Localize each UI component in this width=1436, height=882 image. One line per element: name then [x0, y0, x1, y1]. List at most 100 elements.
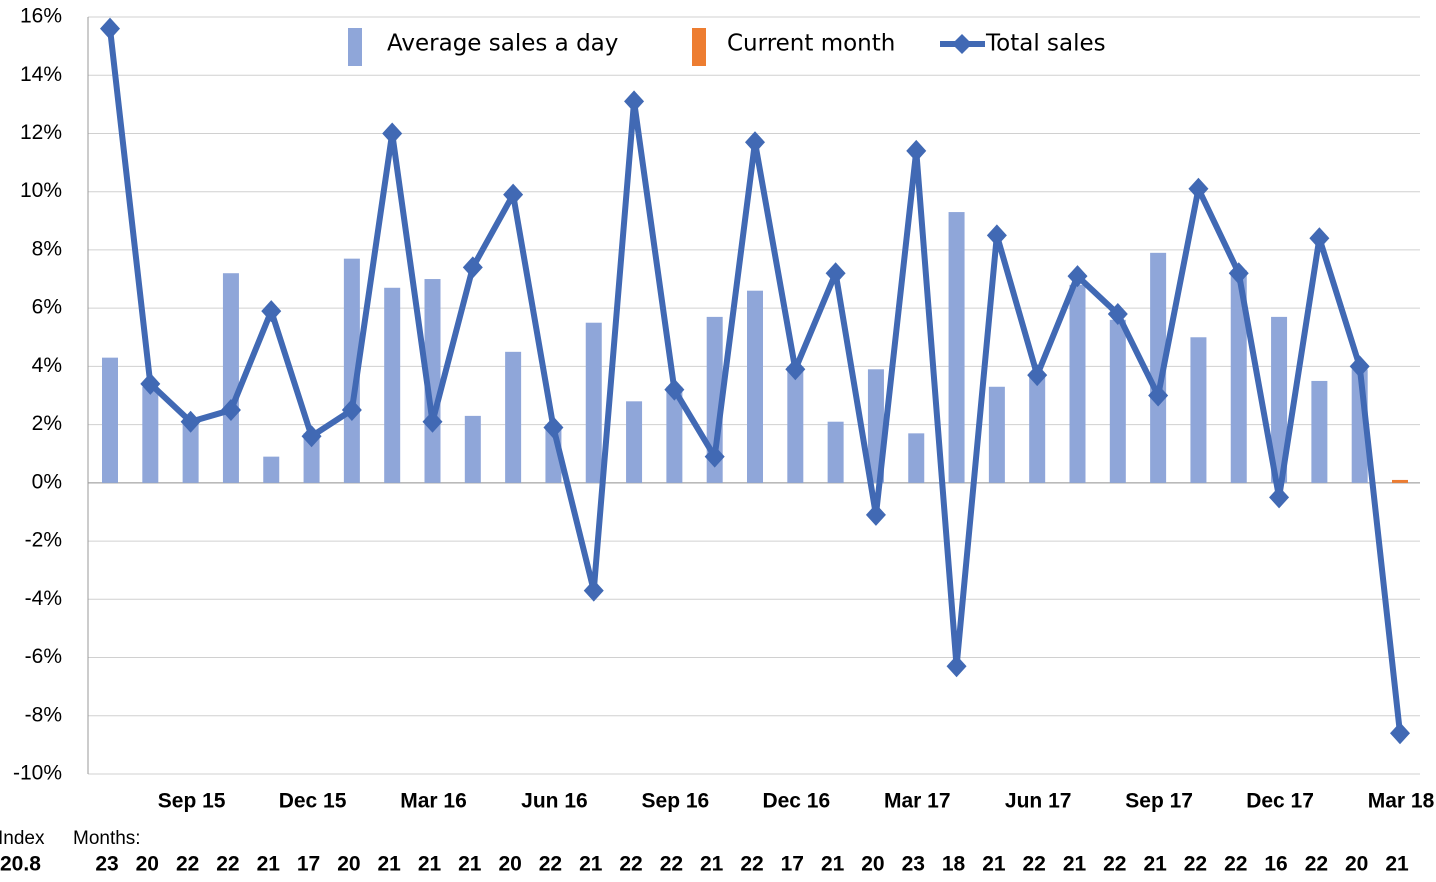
marker — [906, 139, 927, 162]
x-tick-label: Mar 16 — [400, 790, 467, 813]
month-days: 22 — [660, 853, 683, 876]
y-tick-label: 8% — [32, 237, 62, 260]
bar — [505, 351, 522, 483]
y-tick-label: 14% — [20, 63, 62, 86]
marker — [1148, 384, 1169, 407]
marker — [583, 579, 604, 602]
marker — [543, 416, 564, 439]
marker — [624, 90, 645, 113]
month-days: 21 — [1143, 853, 1167, 876]
bar — [263, 456, 280, 483]
marker — [1188, 177, 1209, 200]
month-days: 21 — [1063, 853, 1087, 876]
marker — [785, 358, 806, 381]
y-tick-label: -10% — [13, 762, 62, 785]
month-days: 21 — [579, 853, 603, 876]
month-days: 22 — [619, 853, 642, 876]
bar — [1271, 316, 1288, 483]
month-days: 21 — [418, 853, 442, 876]
legend-swatch — [692, 28, 706, 66]
y-tick-label: 10% — [20, 179, 62, 202]
bar — [1190, 337, 1207, 483]
bar — [1230, 270, 1247, 483]
month-days: 21 — [458, 853, 482, 876]
marker — [140, 372, 161, 395]
month-days: 20 — [337, 853, 360, 876]
y-tick-label: -2% — [25, 529, 62, 552]
x-tick-label: Sep 16 — [642, 790, 710, 813]
month-days: 23 — [902, 853, 925, 876]
month-days: 22 — [539, 853, 562, 876]
marker — [1269, 486, 1290, 509]
bar — [182, 421, 199, 483]
marker — [1309, 227, 1330, 250]
marker — [986, 224, 1007, 247]
x-tick-label: Mar 17 — [884, 790, 951, 813]
month-days: 20 — [1345, 853, 1368, 876]
marker — [1107, 302, 1128, 325]
x-tick-label: Jun 16 — [521, 790, 588, 813]
marker — [301, 425, 322, 448]
bar — [1392, 479, 1408, 483]
index-value: 20.8 — [0, 853, 41, 876]
marker — [664, 378, 685, 401]
y-tick-label: 0% — [32, 470, 62, 493]
month-days: 22 — [740, 853, 763, 876]
x-tick-label: Sep 15 — [158, 790, 226, 813]
index-label: Index — [0, 828, 45, 849]
y-tick-label: 2% — [32, 412, 62, 435]
marker — [180, 410, 201, 433]
bar — [747, 290, 763, 483]
month-days: 22 — [1023, 853, 1046, 876]
month-days: 21 — [821, 853, 845, 876]
bar — [222, 273, 239, 483]
bar — [666, 386, 683, 483]
bar — [1311, 380, 1328, 483]
marker — [1390, 722, 1410, 745]
bar — [988, 386, 1005, 483]
legend-swatch — [348, 28, 362, 66]
marker — [1067, 265, 1088, 288]
month-days: 21 — [700, 853, 724, 876]
bar — [1069, 284, 1086, 483]
y-tick-label: 6% — [32, 296, 62, 319]
y-tick-label: -8% — [25, 703, 62, 726]
month-days: 22 — [176, 853, 199, 876]
month-days: 21 — [378, 853, 402, 876]
marker — [865, 503, 886, 526]
marker — [261, 300, 282, 323]
bar — [464, 415, 481, 483]
month-days: 20 — [498, 853, 521, 876]
bar — [827, 421, 844, 483]
x-tick-label: Sep 17 — [1125, 790, 1193, 813]
month-days: 18 — [942, 853, 966, 876]
legend-label: Current month — [727, 31, 895, 57]
month-days: 17 — [297, 853, 320, 876]
month-days: 22 — [1305, 853, 1328, 876]
marker — [382, 122, 403, 145]
bar — [1029, 375, 1046, 483]
month-days: 22 — [216, 853, 239, 876]
bar — [948, 212, 965, 483]
y-tick-label: 16% — [20, 5, 62, 28]
bar — [626, 401, 643, 483]
bar — [102, 357, 118, 483]
month-days: 17 — [781, 853, 804, 876]
x-tick-label: Mar 18 — [1368, 790, 1435, 813]
marker — [503, 183, 524, 206]
marker — [422, 410, 443, 433]
marker — [100, 17, 120, 40]
marker — [745, 131, 765, 154]
months-label: Months: — [73, 828, 141, 849]
month-days: 21 — [982, 853, 1006, 876]
marker — [1228, 262, 1249, 285]
marker — [341, 399, 362, 422]
month-days: 20 — [861, 853, 884, 876]
legend-label: Total sales — [985, 31, 1106, 57]
bar — [585, 322, 602, 483]
month-days: 21 — [1385, 853, 1409, 876]
y-tick-label: 12% — [20, 121, 62, 144]
legend-label: Average sales a day — [387, 31, 618, 57]
y-tick-label: 4% — [32, 354, 62, 377]
